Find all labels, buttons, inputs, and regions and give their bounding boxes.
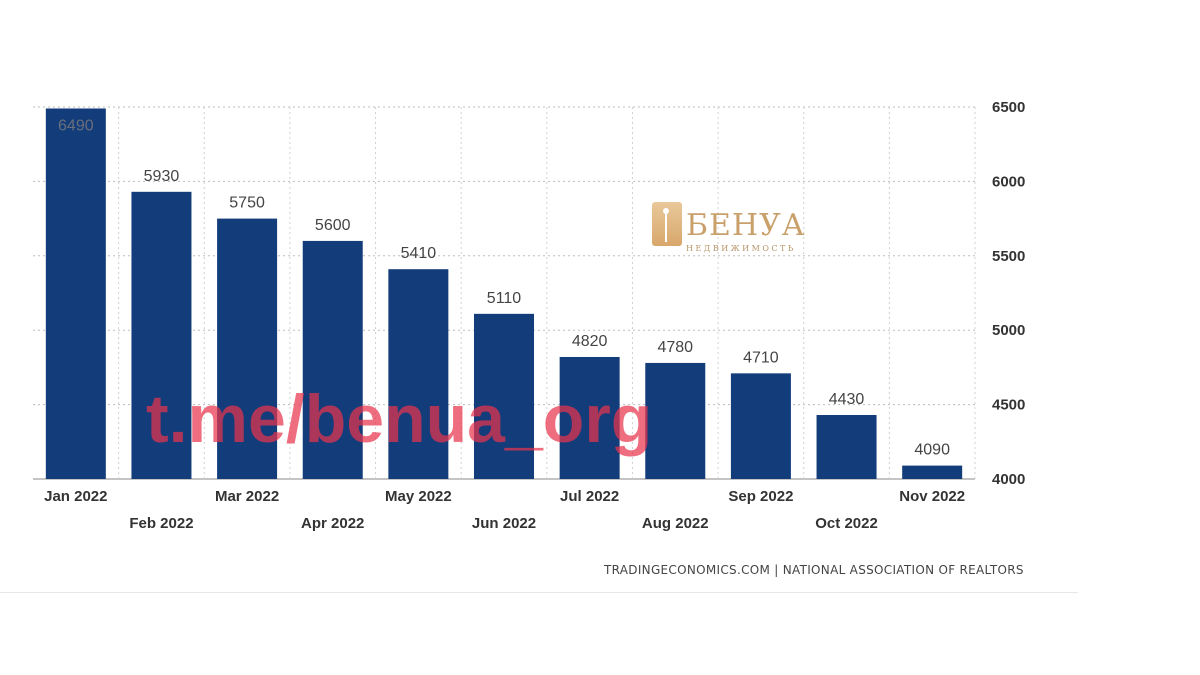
x-tick-label: May 2022 [385,488,452,505]
data-label: 4710 [743,349,779,366]
y-tick-label: 5000 [992,322,1025,339]
data-label: 5600 [315,217,351,234]
bar [474,313,534,479]
y-axis: 4000 4500 5000 5500 6000 6500 [992,99,1025,488]
benua-logo: БЕНУА НЕДВИЖИМОСТЬ [652,200,822,260]
x-tick-label: Jun 2022 [472,515,536,532]
bar [131,191,192,480]
x-tick-label: Apr 2022 [301,515,364,532]
bar [45,108,106,479]
data-label: 4780 [657,339,693,356]
x-tick-label: Nov 2022 [899,488,965,505]
bar [217,218,278,479]
bar [816,415,877,479]
x-tick-label: Jan 2022 [44,488,107,505]
data-label: 4430 [829,391,865,408]
watermark-text: t.me/benua_org [146,381,653,457]
bar [902,465,963,479]
bar [730,373,791,479]
x-tick-label: Jul 2022 [560,488,619,505]
x-tick-label: Mar 2022 [215,488,279,505]
data-label: 4820 [572,333,608,350]
x-axis: Jan 2022 Feb 2022 Mar 2022 Apr 2022 May 2022… [44,488,965,532]
logo-name: БЕНУА [686,208,806,243]
data-label: 5110 [487,290,522,307]
x-tick-label: Sep 2022 [728,488,793,505]
y-tick-label: 4500 [992,397,1025,414]
y-tick-label: 4000 [992,471,1025,488]
data-label: 6490 [58,117,94,134]
logo-mark-icon [652,202,682,246]
bar [388,269,449,479]
y-tick-label: 6000 [992,173,1025,190]
source-credit: TRADINGECONOMICS.COM | NATIONAL ASSOCIAT… [604,563,1024,577]
x-tick-label: Feb 2022 [129,515,193,532]
data-label: 5410 [401,245,437,262]
y-tick-label: 5500 [992,248,1025,265]
x-tick-label: Aug 2022 [642,515,709,532]
bar [645,362,706,479]
bar [302,240,363,479]
x-tick-label: Oct 2022 [815,515,878,532]
logo-subtitle: НЕДВИЖИМОСТЬ [686,244,796,253]
footer-divider [0,592,1078,593]
y-tick-label: 6500 [992,99,1025,116]
data-label: 5930 [144,168,180,185]
data-label: 5750 [229,195,265,212]
bars [45,108,963,480]
data-labels: 6490 5930 5750 5600 5410 5110 4820 4780 4710 4430… [58,117,950,458]
bar [559,356,620,479]
data-label: 4090 [914,442,950,459]
